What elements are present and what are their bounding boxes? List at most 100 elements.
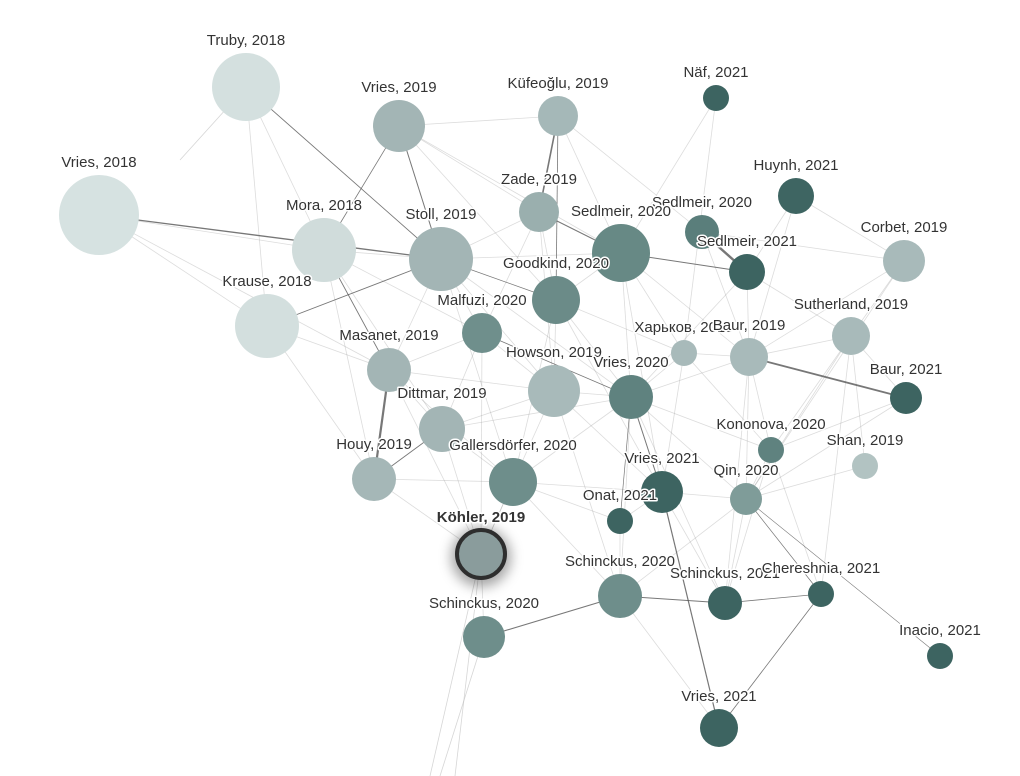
node[interactable] xyxy=(700,709,738,747)
node-label: Vries, 2019 xyxy=(361,79,436,96)
node[interactable] xyxy=(59,175,139,255)
node[interactable] xyxy=(528,365,580,417)
node[interactable] xyxy=(419,406,465,452)
node[interactable] xyxy=(730,338,768,376)
node-label: Sutherland, 2019 xyxy=(794,296,908,313)
node[interactable] xyxy=(235,294,299,358)
edge xyxy=(748,195,797,358)
edge xyxy=(770,335,852,451)
edge xyxy=(661,491,726,604)
edge xyxy=(630,271,748,398)
node-label: Truby, 2018 xyxy=(207,32,285,49)
node[interactable] xyxy=(538,96,578,136)
node[interactable] xyxy=(808,581,834,607)
node[interactable] xyxy=(598,574,642,618)
edge xyxy=(481,211,540,334)
node-label: Zade, 2019 xyxy=(501,171,577,188)
node-label: Schinckus, 2020 xyxy=(565,553,675,570)
node-label: Köhler, 2019 xyxy=(437,509,525,526)
edge xyxy=(620,252,663,493)
node-label: Sedlmeir, 2020 xyxy=(571,203,671,220)
node[interactable] xyxy=(463,616,505,658)
node[interactable] xyxy=(519,192,559,232)
edge xyxy=(748,260,905,358)
node[interactable] xyxy=(729,254,765,290)
node[interactable] xyxy=(927,643,953,669)
node[interactable] xyxy=(462,313,502,353)
node[interactable] xyxy=(832,317,870,355)
node-label: Sedlmeir, 2020 xyxy=(652,194,752,211)
edge xyxy=(512,481,663,493)
node[interactable] xyxy=(292,218,356,282)
node-label: Kononova, 2020 xyxy=(716,416,825,433)
edge xyxy=(323,249,443,430)
node-label: Vries, 2020 xyxy=(593,354,668,371)
edge xyxy=(245,86,268,327)
node[interactable] xyxy=(592,224,650,282)
node-label: Krause, 2018 xyxy=(222,273,311,290)
node[interactable] xyxy=(212,53,280,121)
edge xyxy=(770,397,907,451)
node[interactable] xyxy=(641,471,683,513)
edge xyxy=(441,396,632,430)
edge xyxy=(398,125,540,213)
edge xyxy=(724,449,772,604)
node-label: Schinckus, 2021 xyxy=(670,565,780,582)
node[interactable] xyxy=(367,348,411,392)
edge xyxy=(745,498,822,595)
edge xyxy=(512,396,632,483)
edge xyxy=(398,125,622,254)
edge xyxy=(745,465,866,500)
node-label: Näf, 2021 xyxy=(683,64,748,81)
nodes xyxy=(59,53,953,747)
node[interactable] xyxy=(607,508,633,534)
edge xyxy=(745,356,750,500)
node[interactable] xyxy=(489,458,537,506)
node-label: Howson, 2019 xyxy=(506,344,602,361)
node[interactable] xyxy=(758,437,784,463)
node[interactable] xyxy=(852,453,878,479)
node[interactable] xyxy=(352,457,396,501)
edge xyxy=(553,390,621,597)
node[interactable] xyxy=(409,227,473,291)
edge xyxy=(398,125,557,301)
node-label: Mora, 2018 xyxy=(286,197,362,214)
node-label: Харьков, 2019 xyxy=(634,319,733,336)
node[interactable] xyxy=(778,178,814,214)
edge xyxy=(745,397,907,500)
node[interactable] xyxy=(730,483,762,515)
edge xyxy=(398,115,559,127)
edge xyxy=(619,595,720,729)
edge xyxy=(98,214,390,371)
node-label: Schinckus, 2020 xyxy=(429,595,539,612)
node[interactable] xyxy=(373,100,425,152)
labels: Truby, 2018 Vries, 2019 Küfeoğlu, 2019 Näf,… xyxy=(60,31,983,707)
node-label: Inacio, 2021 xyxy=(899,622,981,639)
node-label: Gallersdörfer, 2020 xyxy=(449,437,577,454)
node[interactable] xyxy=(703,85,729,111)
edge xyxy=(512,481,621,597)
edge xyxy=(745,498,941,657)
node[interactable] xyxy=(685,215,719,249)
edge xyxy=(620,97,717,254)
node[interactable] xyxy=(708,586,742,620)
edge xyxy=(724,498,747,604)
node-label: Corbet, 2019 xyxy=(861,219,948,236)
node-label: Küfeoğlu, 2019 xyxy=(508,75,609,92)
node[interactable] xyxy=(609,375,653,419)
edge xyxy=(701,231,905,262)
edge xyxy=(388,369,555,392)
edge xyxy=(795,195,905,262)
edge xyxy=(630,396,772,451)
node-label: Vries, 2021 xyxy=(624,450,699,467)
node[interactable] xyxy=(455,528,507,580)
node[interactable] xyxy=(532,276,580,324)
node-label: Malfuzi, 2020 xyxy=(437,292,526,309)
node[interactable] xyxy=(890,382,922,414)
edge xyxy=(555,299,663,493)
node-label: Baur, 2021 xyxy=(870,361,943,378)
node[interactable] xyxy=(883,240,925,282)
edge xyxy=(746,271,852,337)
node[interactable] xyxy=(671,340,697,366)
